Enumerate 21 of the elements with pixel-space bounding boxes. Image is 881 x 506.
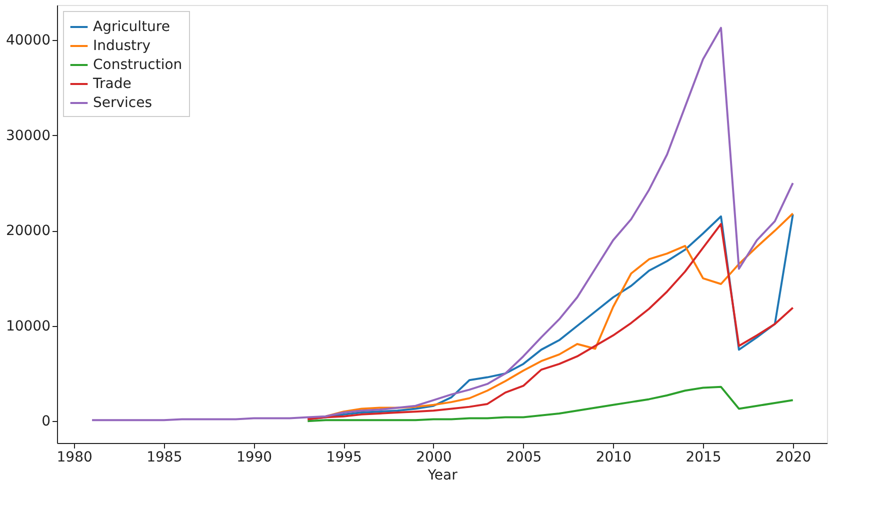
x-tick-label: 2020 bbox=[776, 450, 812, 466]
legend-label: Industry bbox=[93, 38, 151, 54]
x-axis-title: Year bbox=[426, 468, 458, 484]
legend-label: Services bbox=[93, 95, 152, 111]
x-tick-label: 1995 bbox=[326, 450, 362, 466]
legend-label: Trade bbox=[92, 76, 132, 92]
x-tick-label: 1985 bbox=[146, 450, 182, 466]
legend-label: Agriculture bbox=[93, 19, 170, 35]
x-tick-label: 1990 bbox=[236, 450, 272, 466]
x-tick-label: 1980 bbox=[56, 450, 92, 466]
x-tick-label: 2000 bbox=[416, 450, 452, 466]
legend-label: Construction bbox=[93, 57, 182, 73]
y-tick-label: 0 bbox=[42, 414, 50, 430]
y-tick-label: 30000 bbox=[6, 128, 50, 144]
x-tick-label: 2015 bbox=[686, 450, 722, 466]
x-tick-label: 2010 bbox=[596, 450, 632, 466]
line-series bbox=[306, 386, 794, 422]
y-tick-label: 20000 bbox=[6, 223, 50, 240]
x-tick-label: 2005 bbox=[506, 450, 542, 466]
y-tick-label: 40000 bbox=[6, 32, 50, 49]
y-tick-label: 10000 bbox=[6, 318, 50, 334]
